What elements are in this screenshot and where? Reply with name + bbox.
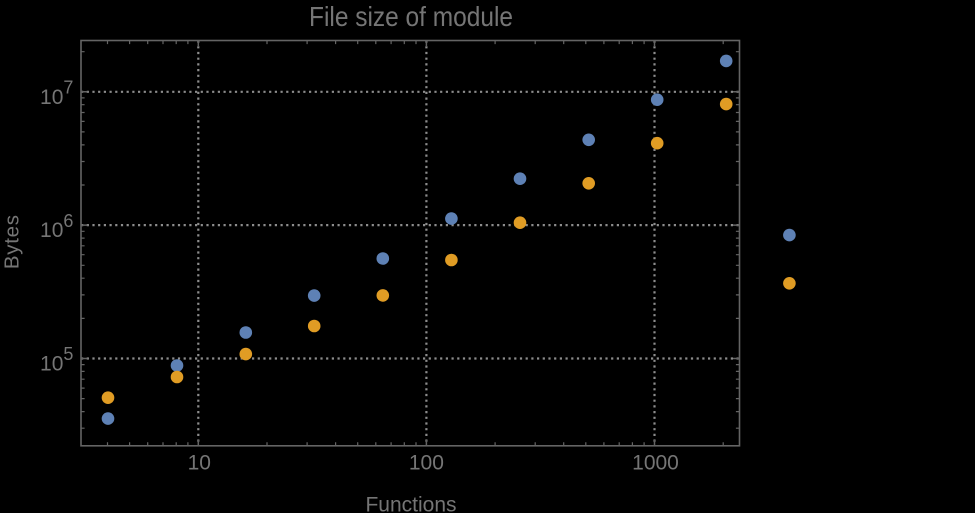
- svg-text:Bytes: Bytes: [1, 214, 24, 269]
- svg-text:100: 100: [409, 452, 444, 475]
- svg-text:10: 10: [188, 452, 211, 475]
- svg-text:107: 107: [40, 78, 73, 109]
- svg-text:File size of module: File size of module: [309, 1, 513, 32]
- svg-text:105: 105: [40, 344, 73, 375]
- svg-text:Functions: Functions: [365, 493, 456, 513]
- svg-text:1000: 1000: [632, 452, 679, 475]
- svg-text:106: 106: [40, 211, 73, 242]
